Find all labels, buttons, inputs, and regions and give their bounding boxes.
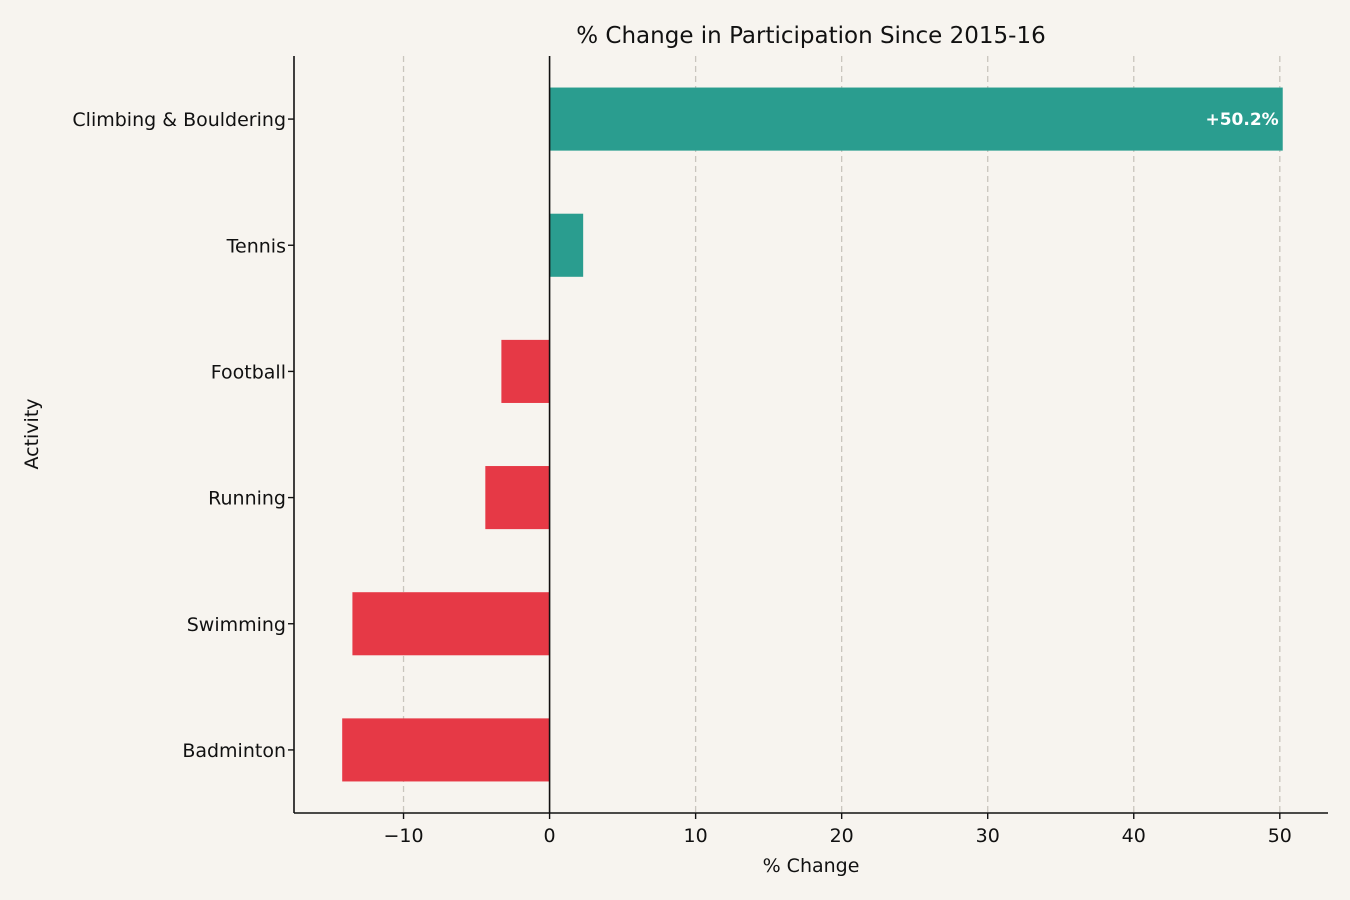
category-label: Climbing & Bouldering <box>72 109 286 131</box>
y-axis-label: Activity <box>21 398 43 469</box>
x-tick-label: 30 <box>976 825 1000 847</box>
x-tick-label: 0 <box>544 825 556 847</box>
chart-title: % Change in Participation Since 2015-16 <box>576 23 1045 49</box>
bar <box>485 466 550 530</box>
tick-layer: −10 0 10 20 30 40 50 <box>288 118 1292 847</box>
category-label: Tennis <box>226 235 286 257</box>
x-tick-label: 10 <box>684 825 708 847</box>
axis-layer <box>293 56 1328 814</box>
x-tick-label: 40 <box>1122 825 1146 847</box>
bar <box>549 87 1283 151</box>
bar-data-label: +50.2% <box>1205 110 1278 130</box>
category-label: Swimming <box>187 614 286 636</box>
x-tick-label: 20 <box>830 825 854 847</box>
bar-layer <box>342 56 1283 813</box>
category-label: Running <box>208 488 286 510</box>
bar <box>342 718 550 782</box>
category-label: Football <box>211 361 286 383</box>
category-label: Badminton <box>182 740 286 762</box>
bar <box>501 339 550 403</box>
x-tick-label: 50 <box>1268 825 1292 847</box>
bar <box>549 213 584 277</box>
bar <box>352 592 550 656</box>
x-axis-label: % Change <box>763 855 860 877</box>
x-tick-label: −10 <box>383 825 423 847</box>
label-layer: Climbing & Bouldering +50.2% Tennis Footbal… <box>72 109 1278 762</box>
grid-layer <box>402 56 1281 813</box>
